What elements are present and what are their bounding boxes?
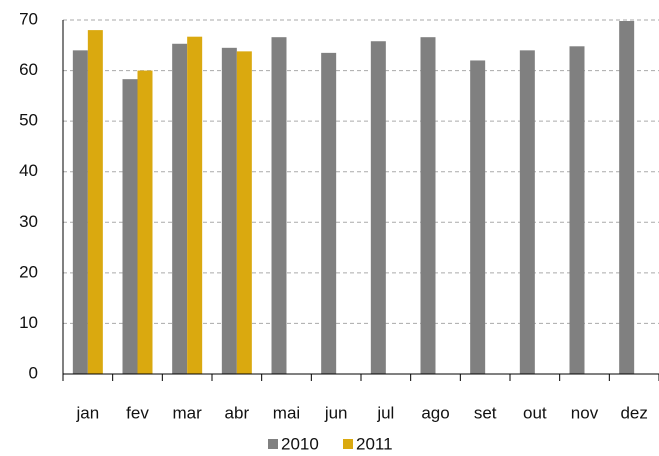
y-tick-label: 0 (29, 363, 38, 382)
legend-swatch (343, 439, 353, 449)
bar (420, 37, 436, 375)
x-tick-label: jan (75, 403, 99, 422)
bar (519, 50, 535, 374)
x-tick-label: mar (173, 403, 203, 422)
bar (321, 52, 337, 374)
bar (72, 50, 88, 374)
y-tick-label: 50 (19, 111, 38, 130)
bar (370, 41, 386, 375)
bar (122, 79, 138, 374)
x-tick-label: fev (126, 403, 149, 422)
bar (172, 43, 188, 375)
bar (470, 60, 486, 374)
bar (221, 47, 237, 375)
legend-swatch (268, 439, 278, 449)
y-tick-label: 70 (19, 9, 38, 28)
y-tick-label: 10 (19, 313, 38, 332)
bar (87, 30, 103, 374)
bar (187, 36, 203, 375)
x-tick-label: dez (620, 403, 647, 422)
x-tick-label: ago (421, 403, 449, 422)
bar (271, 37, 287, 375)
x-tick-label: out (523, 403, 547, 422)
x-tick-label: set (474, 403, 497, 422)
legend-label: 2010 (281, 434, 319, 453)
legend-label: 2011 (356, 434, 393, 453)
y-tick-label: 40 (19, 161, 38, 180)
y-tick-label: 20 (19, 262, 38, 281)
y-tick-label: 30 (19, 212, 38, 231)
bar (137, 70, 153, 375)
bar (236, 51, 252, 375)
bar (619, 21, 635, 375)
bar (569, 46, 585, 374)
x-tick-label: jul (376, 403, 394, 422)
x-tick-label: mai (273, 403, 300, 422)
x-tick-label: abr (225, 403, 250, 422)
x-tick-label: jun (324, 403, 348, 422)
y-tick-label: 60 (19, 60, 38, 79)
x-tick-label: nov (571, 403, 599, 422)
